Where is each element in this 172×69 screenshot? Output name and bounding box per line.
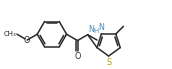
Text: N: N xyxy=(89,25,95,34)
Text: H: H xyxy=(93,28,98,34)
Text: N: N xyxy=(98,22,104,32)
Text: CH₃: CH₃ xyxy=(3,31,16,37)
Text: O: O xyxy=(74,52,81,61)
Text: S: S xyxy=(106,58,111,67)
Text: O: O xyxy=(24,36,30,45)
